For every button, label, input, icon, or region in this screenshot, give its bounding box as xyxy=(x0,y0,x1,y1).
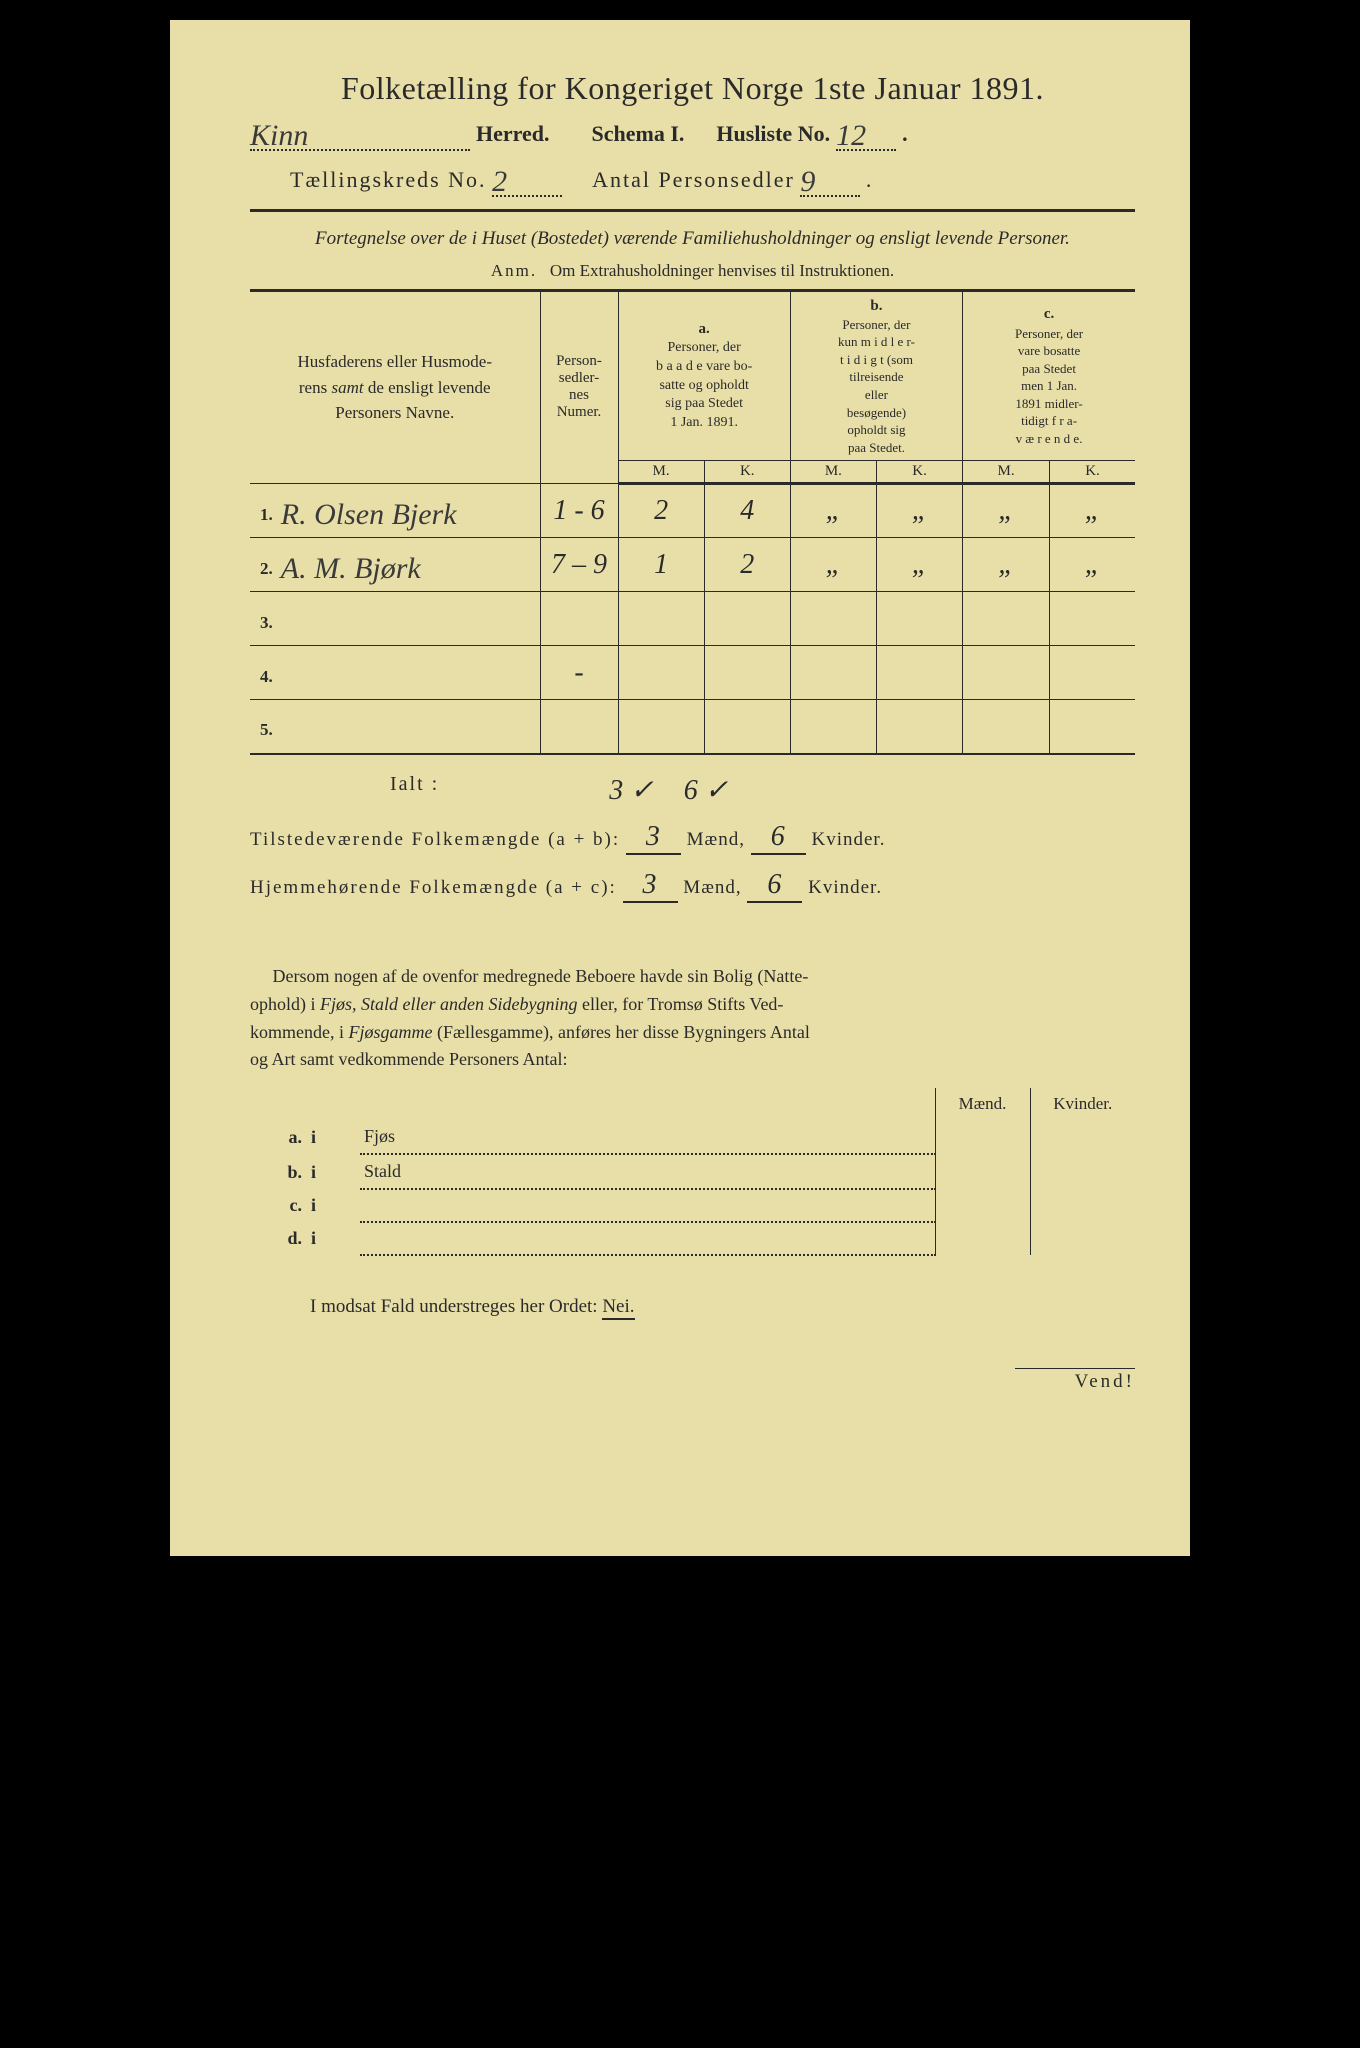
husliste-value: 12 xyxy=(836,119,866,152)
sub-row: d. i xyxy=(250,1222,1135,1255)
table-row: 4.- xyxy=(250,646,1135,700)
ialt-label: Ialt : xyxy=(390,773,439,807)
header-line-2: Kinn Herred. Schema I. Husliste No. 12 . xyxy=(250,115,1135,151)
anm-line: Anm. Om Extrahusholdninger henvises til … xyxy=(250,261,1135,281)
table-row: 1.R. Olsen Bjerk1 - 624„„„„ xyxy=(250,484,1135,538)
ialt-m: 3 ✓ xyxy=(609,775,653,806)
nei-text: I modsat Fald understreges her Ordet: xyxy=(310,1296,598,1317)
header-m: M. xyxy=(790,461,876,484)
sub-table: Mænd. Kvinder. a. iFjøsb. iStaldc. id. i xyxy=(250,1088,1135,1256)
sub-row: c. i xyxy=(250,1189,1135,1222)
herred-value: Kinn xyxy=(250,119,308,152)
col1-header: Husfaderens eller Husmode-rens samt de e… xyxy=(298,352,493,422)
header-m: M. xyxy=(963,461,1050,484)
paragraph: Dersom nogen af de ovenfor medregnede Be… xyxy=(250,963,1135,1075)
nei-word: Nei. xyxy=(602,1296,634,1320)
divider xyxy=(250,209,1135,212)
header-k: K. xyxy=(876,461,962,484)
tilstede-m: 3 xyxy=(646,821,661,852)
hjemme-line: Hjemmehørende Folkemængde (a + c): 3 Mæn… xyxy=(250,869,1135,903)
kvinder-label: Kvinder. xyxy=(808,877,882,898)
header-k: K. xyxy=(1050,461,1135,484)
maend-label: Mænd, xyxy=(687,829,745,850)
page-title: Folketælling for Kongeriget Norge 1ste J… xyxy=(250,70,1135,107)
col-b-text: Personer, derkun m i d l e r-t i d i g t… xyxy=(797,316,956,456)
antal-value: 9 xyxy=(800,165,815,198)
tilstede-label: Tilstedeværende Folkemængde (a + b): xyxy=(250,829,620,850)
hjemme-label: Hjemmehørende Folkemængde (a + c): xyxy=(250,877,617,898)
sub-row: b. iStald xyxy=(250,1154,1135,1189)
table-row: 3. xyxy=(250,592,1135,646)
census-form-page: Folketælling for Kongeriget Norge 1ste J… xyxy=(170,20,1190,1556)
col2-header: Person-sedler-nesNumer. xyxy=(540,290,618,484)
antal-label: Antal Personsedler xyxy=(592,167,795,192)
sub-kvinder-header: Kvinder. xyxy=(1030,1088,1135,1120)
tilstede-k: 6 xyxy=(771,821,786,852)
kvinder-label: Kvinder. xyxy=(811,829,885,850)
anm-text: Om Extrahusholdninger henvises til Instr… xyxy=(550,261,894,280)
maend-label: Mænd, xyxy=(683,877,741,898)
nei-line: I modsat Fald understreges her Ordet: Ne… xyxy=(250,1296,1135,1318)
col-b-label: b. xyxy=(797,296,956,316)
col-c-label: c. xyxy=(969,304,1129,324)
subtitle: Fortegnelse over de i Huset (Bostedet) v… xyxy=(250,226,1135,253)
kreds-label: Tællingskreds No. xyxy=(290,167,487,192)
header-k: K. xyxy=(704,461,790,484)
col-c-text: Personer, dervare bosattepaa Stedetmen 1… xyxy=(969,325,1129,448)
hjemme-k: 6 xyxy=(767,869,782,900)
sub-row: a. iFjøs xyxy=(250,1120,1135,1154)
ialt-k: 6 ✓ xyxy=(684,775,728,806)
vend-label: Vend! xyxy=(1015,1368,1135,1393)
ialt-row: Ialt : 3 ✓ 6 ✓ xyxy=(250,773,1135,807)
col-a-text: Personer, derb a a d e vare bo-satte og … xyxy=(625,339,784,433)
header-m: M. xyxy=(618,461,704,484)
table-row: 2.A. M. Bjørk7 – 912„„„„ xyxy=(250,538,1135,592)
sub-maend-header: Mænd. xyxy=(935,1088,1030,1120)
main-table: Husfaderens eller Husmode-rens samt de e… xyxy=(250,289,1135,755)
herred-label: Herred. xyxy=(476,121,550,147)
schema-label: Schema I. xyxy=(592,121,685,147)
kreds-value: 2 xyxy=(492,165,507,198)
tilstede-line: Tilstedeværende Folkemængde (a + b): 3 M… xyxy=(250,821,1135,855)
table-row: 5. xyxy=(250,700,1135,754)
husliste-label: Husliste No. xyxy=(716,121,830,147)
header-line-3: Tællingskreds No. 2 Antal Personsedler 9… xyxy=(250,161,1135,197)
col-a-label: a. xyxy=(625,319,784,339)
hjemme-m: 3 xyxy=(643,869,658,900)
anm-prefix: Anm. xyxy=(491,261,537,280)
